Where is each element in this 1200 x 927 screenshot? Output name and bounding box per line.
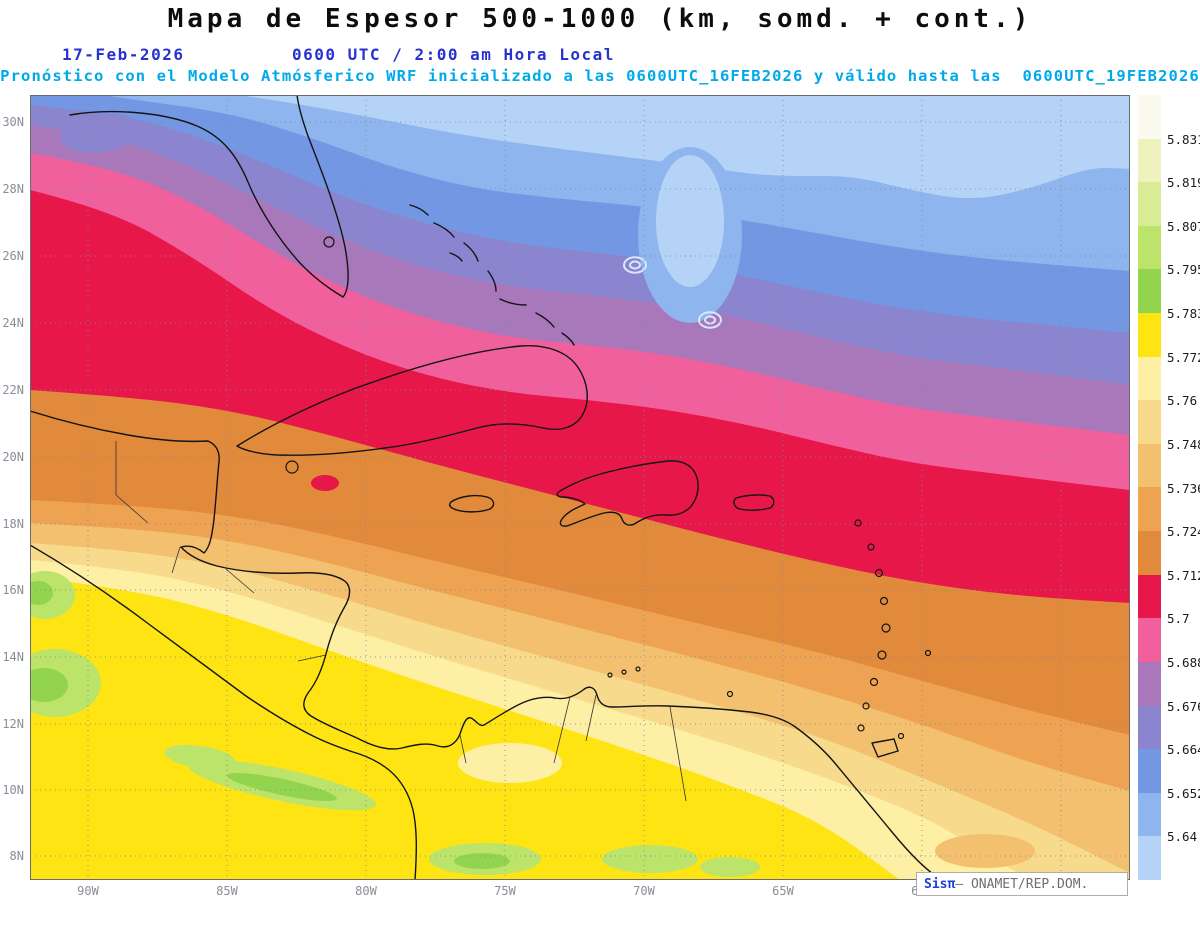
- legend-color-cell: [1138, 182, 1161, 226]
- lon-tick-label: 85W: [216, 884, 238, 898]
- legend-color-cell: [1138, 400, 1161, 444]
- attribution-box: Sisπ — ONAMET/REP.DOM.: [916, 872, 1128, 896]
- legend-color-cell: [1138, 356, 1161, 401]
- grid-lines: [30, 95, 1130, 880]
- legend-level-label: 5.724: [1167, 524, 1200, 540]
- colorbar-labels: 5.831 5.819 5.807 5.795 5.783 5.772 5.76 5.748 5…: [1167, 95, 1200, 880]
- legend-color-cell: [1138, 443, 1161, 488]
- lat-tick-label: 20N: [2, 450, 24, 464]
- legend-level-label: 5.748: [1167, 436, 1200, 452]
- page-title: Mapa de Espesor 500-1000 (km, somd. + co…: [167, 4, 1033, 34]
- legend-color-cell: [1138, 487, 1161, 532]
- lat-tick-label: 16N: [2, 583, 24, 597]
- legend-level-label: 5.652: [1167, 785, 1200, 801]
- legend-color-cell: [1138, 661, 1161, 706]
- lat-tick-label: 10N: [2, 783, 24, 797]
- legend-color-cell: [1138, 225, 1161, 270]
- legend-color-cell: [1138, 138, 1161, 183]
- lon-tick-label: 75W: [494, 884, 516, 898]
- lon-tick-label: 90W: [77, 884, 99, 898]
- lat-tick-label: 8N: [9, 849, 24, 863]
- legend-color-cell: [1138, 574, 1161, 619]
- lat-tick-label: 18N: [2, 517, 24, 531]
- legend-level-label: 5.831: [1167, 131, 1200, 147]
- legend-color-cell: [1138, 313, 1161, 357]
- lon-tick-label: 80W: [355, 884, 377, 898]
- legend-level-label: 5.819: [1167, 175, 1200, 191]
- anomaly-patches: [9, 113, 1035, 877]
- forecast-description: Pronóstico con el Modelo Atmósferico WRF…: [0, 67, 1200, 85]
- legend-level-label: 5.64: [1167, 829, 1198, 845]
- legend-color-cell: [1138, 705, 1161, 750]
- coastlines: [29, 94, 943, 881]
- legend-level-label: 5.807: [1167, 218, 1200, 234]
- lat-tick-label: 30N: [2, 115, 24, 129]
- map-area: [9, 67, 1130, 881]
- header-date: 17-Feb-2026: [62, 45, 185, 64]
- lon-tick-label: 65W: [772, 884, 794, 898]
- lat-tick-label: 22N: [2, 383, 24, 397]
- legend-level-label: 5.772: [1167, 349, 1200, 365]
- lat-tick-label: 14N: [2, 650, 24, 664]
- legend-color-cell: [1138, 618, 1161, 662]
- legend-level-label: 5.76: [1167, 393, 1198, 409]
- latitude-axis: 30N 28N 26N 24N 22N 20N 18N 16N 14N 12N 10N 8N: [0, 95, 27, 880]
- legend-level-label: 5.688: [1167, 654, 1200, 670]
- attribution-org: — ONAMET/REP.DOM.: [955, 876, 1089, 892]
- map-frame: [30, 95, 1130, 880]
- legend-color-cell: [1138, 836, 1161, 880]
- header-valid-time: 0600 UTC / 2:00 am Hora Local: [292, 45, 615, 64]
- colorbar: [1138, 95, 1161, 880]
- legend-level-label: 5.795: [1167, 262, 1200, 278]
- legend-level-label: 5.664: [1167, 742, 1200, 758]
- lat-tick-label: 12N: [2, 717, 24, 731]
- lon-tick-label: 70W: [633, 884, 655, 898]
- map-canvas: [9, 67, 1130, 881]
- legend-color-cell: [1138, 95, 1161, 139]
- legend-level-label: 5.712: [1167, 567, 1200, 583]
- legend-level-label: 5.7: [1167, 611, 1190, 627]
- legend-level-label: 5.783: [1167, 306, 1200, 322]
- lat-tick-label: 28N: [2, 182, 24, 196]
- legend-color-cell: [1138, 792, 1161, 837]
- lat-tick-label: 24N: [2, 316, 24, 330]
- legend-color-cell: [1138, 531, 1161, 575]
- legend-level-label: 5.676: [1167, 698, 1200, 714]
- legend-color-cell: [1138, 269, 1161, 314]
- legend-color-cell: [1138, 749, 1161, 793]
- lat-tick-label: 26N: [2, 249, 24, 263]
- attribution-brand: Sisπ: [924, 876, 956, 892]
- legend-level-label: 5.736: [1167, 480, 1200, 496]
